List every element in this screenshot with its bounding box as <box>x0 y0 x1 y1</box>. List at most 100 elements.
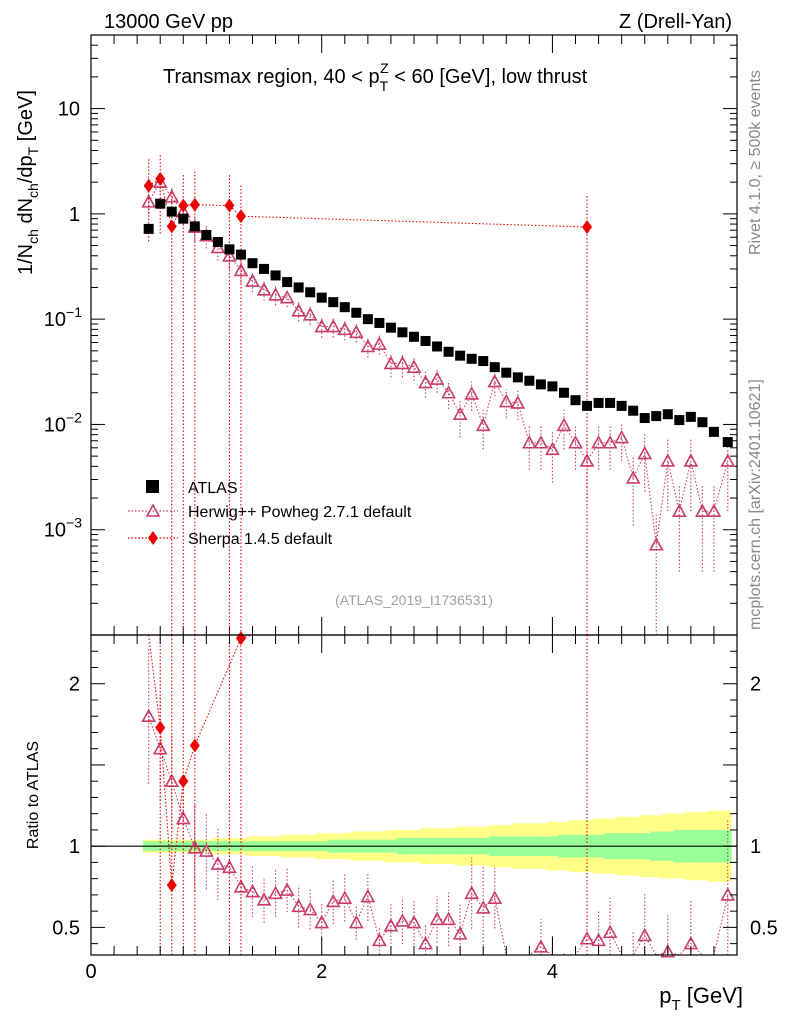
herwig-point <box>510 395 526 409</box>
herwig-point <box>383 355 399 370</box>
atlas-point <box>570 395 581 406</box>
sherpa-point <box>189 197 200 212</box>
mcplots-label: mcplots.cern.ch [arXiv:2401.10621] <box>747 379 764 630</box>
ratio-herwig-point <box>418 935 433 950</box>
atlas-point <box>524 375 535 386</box>
ratio-herwig-point <box>279 882 295 896</box>
herwig-point <box>268 287 283 301</box>
y-tick-label: 10 <box>58 99 80 121</box>
atlas-point <box>397 327 408 338</box>
ratio-herwig-point <box>464 885 480 900</box>
herwig-point <box>545 441 560 456</box>
atlas-point <box>385 322 396 333</box>
herwig-point <box>164 189 180 203</box>
herwig-point <box>256 282 272 296</box>
herwig-point <box>222 248 237 262</box>
ratio-herwig-point <box>164 773 180 787</box>
ratio-herwig-point <box>637 927 653 942</box>
herwig-point <box>314 318 330 333</box>
legend-sherpa-label: Sherpa 1.4.5 default <box>188 531 333 548</box>
ratio-y-tick-label-right: 1 <box>750 836 761 858</box>
herwig-point <box>245 273 260 287</box>
atlas-point <box>443 346 454 357</box>
herwig-point <box>325 318 341 333</box>
atlas-point <box>374 317 385 328</box>
ratio-herwig-point <box>199 843 214 857</box>
atlas-point <box>512 372 523 383</box>
sherpa-series <box>143 154 593 635</box>
ratio-herwig-point <box>487 890 503 904</box>
atlas-point <box>212 237 223 248</box>
atlas-point <box>685 411 696 422</box>
atlas-point <box>282 277 293 288</box>
herwig-point <box>487 373 503 388</box>
ratio-sherpa-point <box>155 720 166 735</box>
ratio-sherpa-point <box>166 878 177 893</box>
ratio-herwig-point <box>360 888 376 903</box>
y-tick-label: 10−2 <box>44 409 82 436</box>
ratio-herwig-point <box>452 926 468 940</box>
title-sub-t: T <box>380 78 389 94</box>
atlas-series <box>143 198 733 448</box>
atlas-point <box>535 379 546 390</box>
ylabel-sub-2: ch <box>25 183 41 198</box>
main-axis-ticks <box>90 34 737 636</box>
herwig-point <box>418 374 433 389</box>
x-tick-label: 2 <box>316 961 327 983</box>
sherpa-point <box>178 198 189 213</box>
herwig-point <box>602 435 618 449</box>
ratio-y-tick-label-right: 0.5 <box>750 917 778 939</box>
herwig-point <box>475 417 491 432</box>
sherpa-point <box>582 220 593 235</box>
legend-sherpa-marker <box>148 531 158 545</box>
ratio-herwig-point <box>660 944 676 958</box>
herwig-point <box>302 307 318 321</box>
ratio-axis-ticks <box>90 635 737 955</box>
atlas-point <box>235 249 246 260</box>
atlas-point <box>651 411 662 422</box>
xlabel-unit: [GeV] <box>681 983 743 1008</box>
atlas-point <box>259 263 270 274</box>
atlas-point <box>293 282 304 293</box>
ratio-y-axis-label: Ratio to ATLAS <box>25 741 42 849</box>
atlas-point <box>697 417 708 428</box>
herwig-point <box>683 453 699 467</box>
herwig-point <box>720 453 736 467</box>
herwig-point <box>291 303 306 317</box>
atlas-point <box>593 397 604 408</box>
ratio-herwig-point <box>245 883 260 898</box>
title-part-1: Transmax region, 40 < p <box>163 66 380 88</box>
ratio-herwig-point <box>141 708 157 723</box>
ratio-herwig-point <box>406 914 422 929</box>
legend-atlas-label: ATLAS <box>188 480 238 497</box>
ratio-sherpa-point <box>189 738 200 753</box>
herwig-point <box>671 503 687 517</box>
ylabel-part-4: [GeV] <box>15 90 37 147</box>
atlas-point <box>722 437 733 448</box>
atlas-point <box>558 387 569 398</box>
herwig-point <box>452 406 468 421</box>
herwig-point <box>441 385 456 399</box>
ratio-y-tick-labels: 0.5 0.5 1 1 2 2 <box>52 674 778 940</box>
ylabel-part-2: dN <box>15 198 37 229</box>
xlabel-p: p <box>659 983 671 1008</box>
ratio-y-tick-label-right: 2 <box>750 674 761 696</box>
atlas-point <box>143 223 154 234</box>
ratio-herwig-point <box>210 856 226 870</box>
atlas-point <box>166 206 177 217</box>
y-tick-base: 10 <box>44 520 66 542</box>
herwig-point <box>695 503 710 517</box>
ratio-herwig-point <box>395 913 410 927</box>
ratio-herwig-point <box>325 893 341 908</box>
y-axis-label: 1/Nch dNch/dpT [GeV] <box>15 90 41 275</box>
y-tick-base: 1 <box>69 204 80 226</box>
herwig-point <box>625 470 641 484</box>
ratio-panel: 0.5 0.5 1 1 2 2 Ratio to ATLAS <box>25 631 778 958</box>
herwig-point <box>395 355 410 370</box>
atlas-point <box>662 409 673 420</box>
herwig-point <box>498 393 514 408</box>
ratio-herwig-point <box>152 741 168 755</box>
ratio-y-tick-label-left: 2 <box>69 674 80 696</box>
